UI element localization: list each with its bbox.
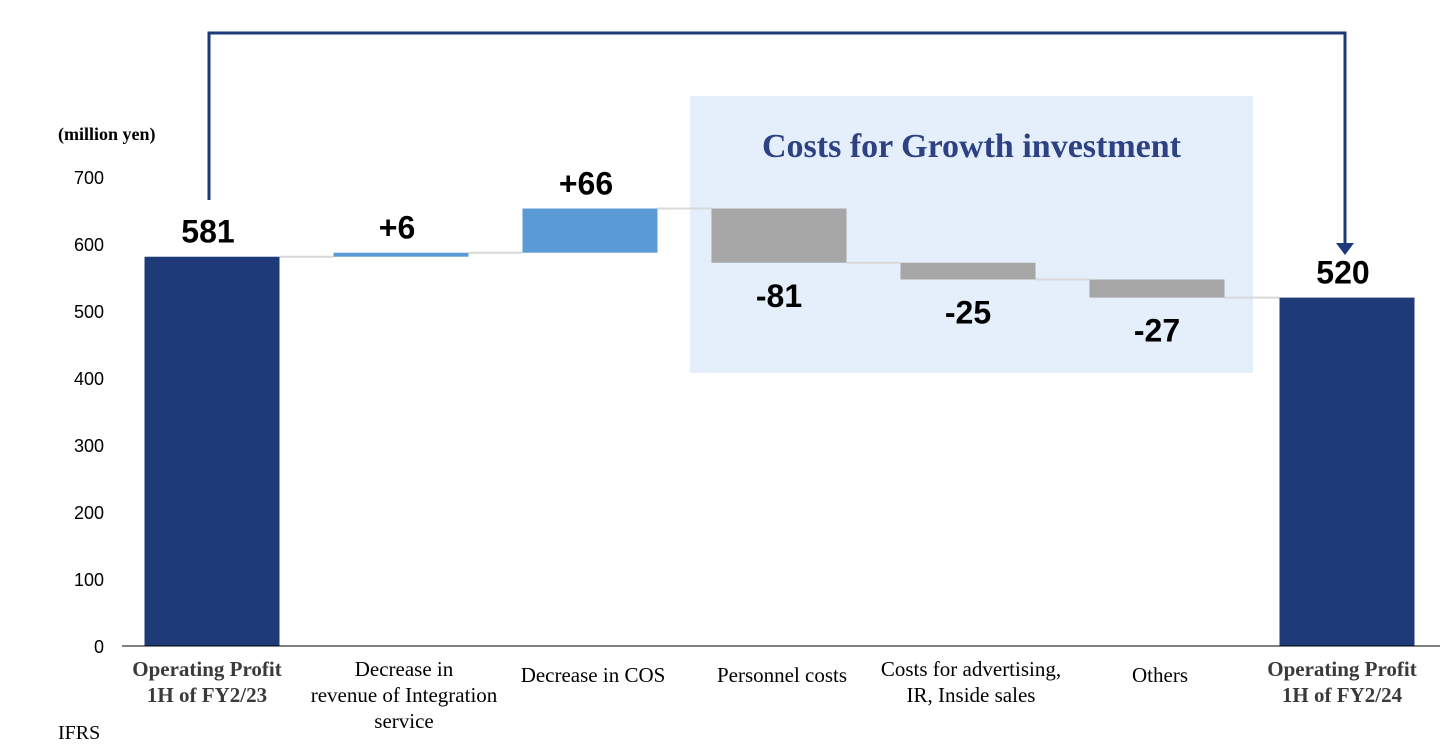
unit-label: (million yen) (58, 124, 156, 144)
comparison-arrow (207, 31, 1354, 255)
y-axis: 0 100 200 300 400 500 600 700 (74, 168, 1440, 657)
y-tick-label: 700 (74, 168, 104, 188)
connector-lines (279, 207, 1280, 299)
value-label: -25 (945, 295, 991, 331)
category-label: Others (1132, 663, 1188, 687)
arrow-head-icon (1336, 243, 1354, 255)
category-label: Operating Profit 1H of FY2/23 (132, 657, 282, 707)
value-label: -27 (1134, 313, 1180, 349)
ifrs-note: IFRS (58, 722, 101, 744)
bar-increase (522, 208, 658, 253)
y-tick-label: 300 (74, 436, 104, 456)
bar-decrease (711, 208, 847, 263)
category-labels: Operating Profit 1H of FY2/23 Decrease in r… (132, 657, 1417, 733)
y-tick-label: 500 (74, 302, 104, 322)
bar-decrease (900, 262, 1036, 280)
value-label: +66 (559, 165, 613, 201)
value-label: -81 (756, 278, 802, 314)
y-tick-label: 100 (74, 570, 104, 590)
value-labels: 581 +6 +66 -81 -25 -27 520 (181, 165, 1369, 348)
category-label: Decrease in COS (521, 663, 666, 687)
highlight-title: Costs for Growth investment (762, 128, 1181, 165)
comparison-arrow-line (207, 31, 1347, 244)
y-tick-label: 200 (74, 503, 104, 523)
y-tick-label: 0 (94, 637, 104, 657)
category-label: Operating Profit 1H of FY2/24 (1267, 657, 1417, 707)
bar-total (144, 256, 280, 646)
bar-total (1279, 297, 1415, 646)
category-label: Costs for advertising, IR, Inside sales (881, 657, 1061, 707)
category-label: Decrease in revenue of Integration service (311, 657, 498, 733)
category-label: Personnel costs (717, 663, 847, 687)
bar-increase (333, 252, 469, 257)
value-label: +6 (379, 210, 415, 246)
bars (144, 208, 1415, 646)
value-label: 581 (181, 214, 234, 250)
y-tick-label: 600 (74, 235, 104, 255)
value-label: 520 (1316, 255, 1369, 291)
bar-decrease (1089, 279, 1225, 298)
y-tick-label: 400 (74, 369, 104, 389)
